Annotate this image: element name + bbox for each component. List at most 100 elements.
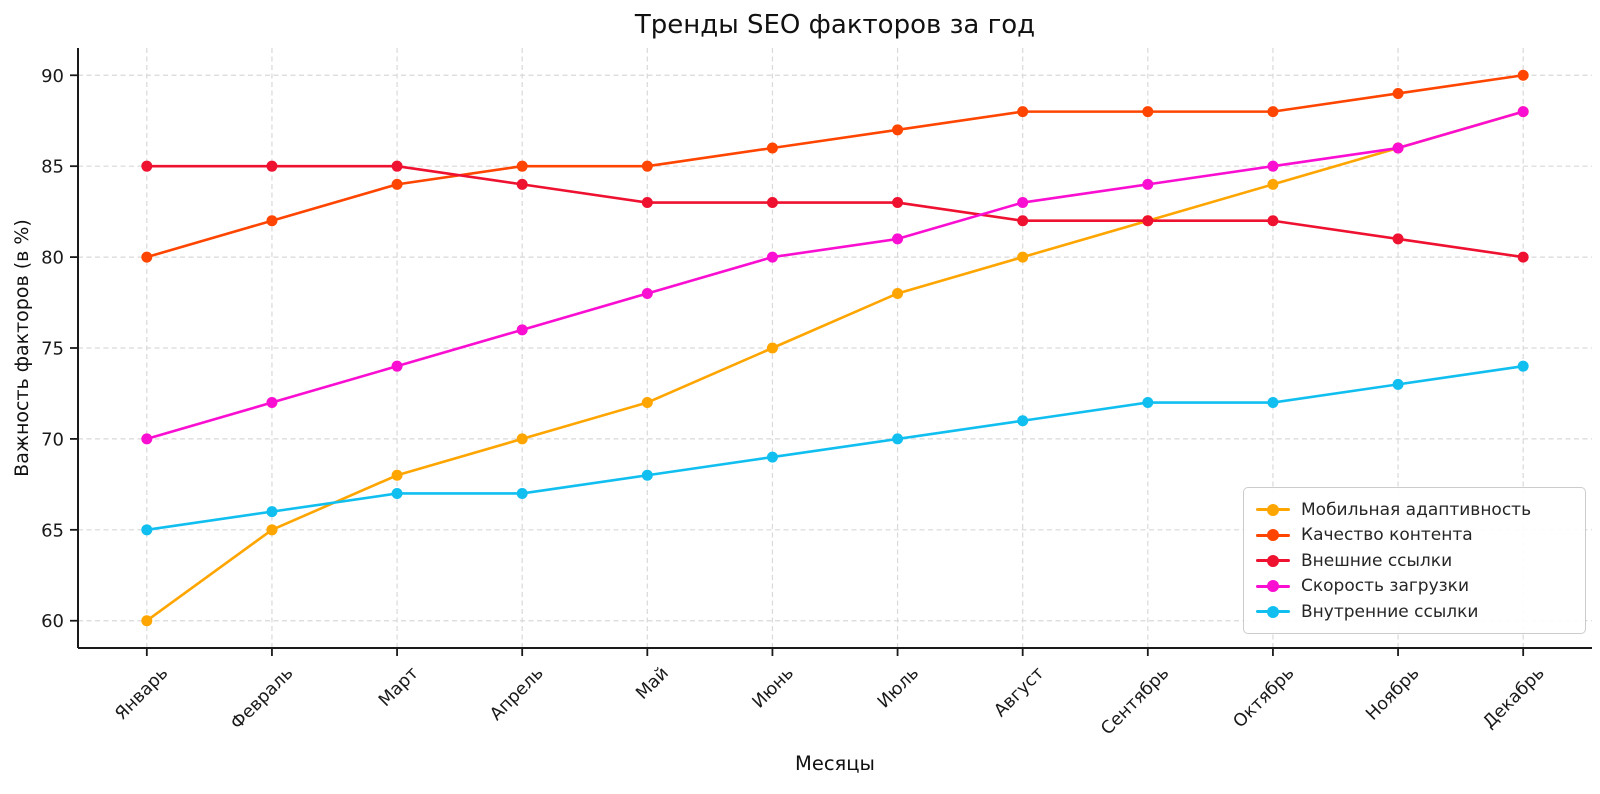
series-marker xyxy=(516,178,528,190)
series-marker xyxy=(141,160,153,172)
series-marker xyxy=(892,433,904,445)
x-tick-label: Январь xyxy=(111,663,172,724)
legend-label: Мобильная адаптивность xyxy=(1301,499,1532,520)
legend-item: Скорость загрузки xyxy=(1256,574,1573,599)
series-marker xyxy=(266,397,278,409)
y-tick-label: 75 xyxy=(41,339,64,360)
y-tick-label: 70 xyxy=(41,429,64,450)
y-tick-label: 90 xyxy=(41,66,64,87)
series-marker xyxy=(141,615,153,627)
series-marker xyxy=(1267,160,1279,172)
series-marker xyxy=(141,433,153,445)
series-marker xyxy=(391,360,403,372)
series-marker xyxy=(1142,397,1154,409)
x-tick-label: Ноябрь xyxy=(1362,663,1423,724)
series-marker xyxy=(1142,178,1154,190)
series-marker xyxy=(1267,106,1279,118)
series-marker xyxy=(892,197,904,209)
x-tick-label: Октябрь xyxy=(1230,663,1299,732)
series-marker xyxy=(641,397,653,409)
series-marker xyxy=(516,487,528,499)
series-marker xyxy=(1267,397,1279,409)
legend-item: Внутренние ссылки xyxy=(1256,599,1573,624)
series-marker xyxy=(641,160,653,172)
legend-marker-icon xyxy=(1256,604,1290,620)
x-tick-label: Июнь xyxy=(749,663,798,712)
x-tick-label: Май xyxy=(632,663,672,703)
legend-marker-icon xyxy=(1256,578,1290,594)
series-marker xyxy=(1517,106,1529,118)
legend-item: Внешние ссылки xyxy=(1256,548,1573,573)
y-tick-label: 65 xyxy=(41,520,64,541)
legend-marker-icon xyxy=(1256,553,1290,569)
y-tick-label: 80 xyxy=(41,248,64,269)
series-marker xyxy=(1017,197,1029,209)
series-line-0 xyxy=(145,110,1525,623)
series-marker xyxy=(641,197,653,209)
x-tick-label: Июль xyxy=(874,663,923,712)
series-marker xyxy=(1267,178,1279,190)
legend-item: Мобильная адаптивность xyxy=(1256,497,1573,522)
series-marker xyxy=(1017,251,1029,263)
series-marker xyxy=(1517,251,1529,263)
series-marker xyxy=(391,487,403,499)
series-marker xyxy=(266,160,278,172)
legend: Мобильная адаптивность Качество контента… xyxy=(1243,487,1586,634)
legend-marker-icon xyxy=(1256,502,1290,518)
series-line-1 xyxy=(145,73,1525,259)
series-marker xyxy=(1017,415,1029,427)
y-axis-label: Важность факторов (в %) xyxy=(11,219,33,477)
y-tick-label: 85 xyxy=(41,157,64,178)
series-marker xyxy=(1392,378,1404,390)
series-marker xyxy=(516,160,528,172)
series-marker xyxy=(1142,215,1154,227)
y-tick-label: 60 xyxy=(41,611,64,632)
legend-label: Качество контента xyxy=(1301,525,1473,545)
series-marker xyxy=(766,142,778,154)
series-marker xyxy=(766,197,778,209)
series-marker xyxy=(766,251,778,263)
series-marker xyxy=(1017,215,1029,227)
series-marker xyxy=(1392,87,1404,99)
legend-item: Качество контента xyxy=(1256,523,1573,548)
x-tick-label: Апрель xyxy=(486,663,547,724)
legend-label: Скорость загрузки xyxy=(1301,576,1469,596)
series-marker xyxy=(1267,215,1279,227)
series-marker xyxy=(391,160,403,172)
series-marker xyxy=(766,451,778,463)
series-marker xyxy=(516,433,528,445)
series-marker xyxy=(266,506,278,518)
series-marker xyxy=(1517,360,1529,372)
series-marker xyxy=(141,251,153,263)
series-marker xyxy=(1392,233,1404,245)
series-marker xyxy=(141,524,153,536)
series-line-2 xyxy=(145,164,1525,259)
series-marker xyxy=(641,287,653,299)
series-marker xyxy=(1142,106,1154,118)
series-marker xyxy=(1517,69,1529,81)
chart-title: Тренды SEO факторов за год xyxy=(634,10,1036,40)
series-marker xyxy=(1017,106,1029,118)
series-marker xyxy=(892,287,904,299)
series-marker xyxy=(766,342,778,354)
x-axis-label: Месяцы xyxy=(795,752,875,775)
legend-marker-icon xyxy=(1256,527,1290,543)
legend-label: Внешние ссылки xyxy=(1301,550,1453,571)
series-marker xyxy=(892,124,904,136)
x-tick-label: Сентябрь xyxy=(1097,663,1173,739)
series-marker xyxy=(892,233,904,245)
legend-label: Внутренние ссылки xyxy=(1301,601,1479,622)
x-tick-label: Март xyxy=(375,663,422,710)
series-marker xyxy=(391,178,403,190)
series-marker xyxy=(391,469,403,481)
x-tick-label: Февраль xyxy=(227,663,297,733)
x-tick-label: Август xyxy=(990,663,1048,721)
series-marker xyxy=(1392,142,1404,154)
series-line-4 xyxy=(145,364,1525,532)
series-line-3 xyxy=(145,110,1525,441)
x-tick-label: Декабрь xyxy=(1479,663,1548,732)
series-marker xyxy=(641,469,653,481)
series-marker xyxy=(266,215,278,227)
